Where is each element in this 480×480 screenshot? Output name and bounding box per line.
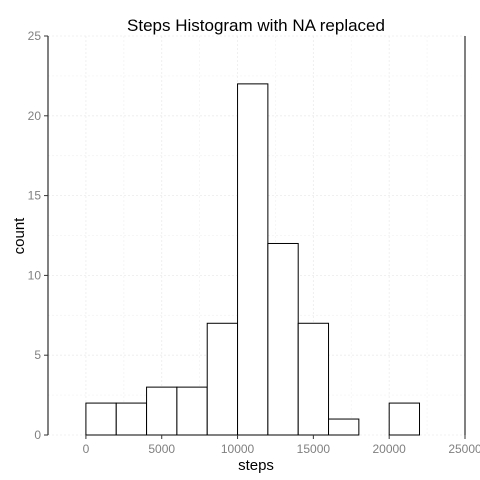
bars-layer	[85, 83, 421, 436]
y-tick-label: 10	[28, 268, 42, 282]
x-tick-label: 5000	[148, 442, 175, 456]
histogram-bar	[328, 418, 360, 436]
x-axis-label: steps	[238, 457, 274, 474]
histogram-bar	[267, 242, 299, 436]
histogram-bar	[176, 386, 208, 436]
y-tick-label: 25	[28, 29, 42, 43]
x-tick-label: 0	[83, 442, 90, 456]
y-tick-label: 20	[28, 109, 42, 123]
histogram-bar	[146, 386, 178, 436]
x-tick-label: 20000	[372, 442, 406, 456]
x-tick-label: 15000	[297, 442, 331, 456]
y-tick-label: 5	[34, 348, 41, 362]
axis-layer	[47, 36, 466, 435]
histogram-bar	[237, 83, 269, 436]
histogram-bar	[206, 322, 239, 436]
histogram-bar	[115, 402, 148, 436]
histogram-bar	[388, 402, 421, 436]
y-axis-label: count	[11, 217, 28, 255]
x-tick-label: 10000	[221, 442, 255, 456]
histogram-bar	[297, 322, 330, 436]
y-tick-label: 0	[34, 428, 41, 442]
histogram-bar	[85, 402, 117, 436]
y-tick-label: 15	[28, 189, 42, 203]
ticks-layer: 0 5 10 15 20 25 0 5000 10000 15000 20000 25000	[28, 29, 480, 456]
x-tick-label: 25000	[448, 442, 480, 456]
chart-title: Steps Histogram with NA replaced	[127, 16, 385, 35]
